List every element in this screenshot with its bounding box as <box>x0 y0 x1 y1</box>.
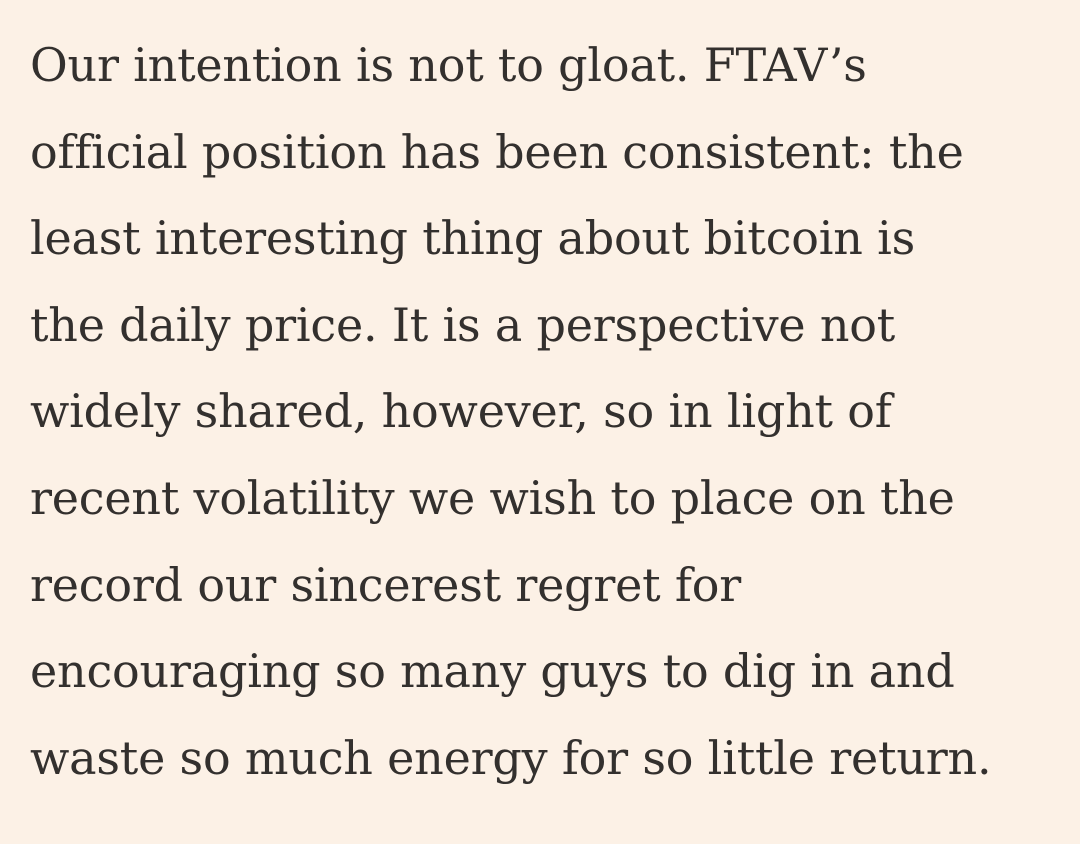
paragraph-line: Our intention is not to gloat. FTAV’s <box>30 38 867 92</box>
paragraph-line: official position has been consistent: t… <box>30 124 964 179</box>
paragraph-line: waste so much energy for so little retur… <box>30 730 992 785</box>
paragraph-line: encouraging so many guys to dig in and <box>30 644 955 699</box>
paragraph-line: recent volatility we wish to place on th… <box>30 470 955 525</box>
paragraph-line: least interesting thing about bitcoin is <box>30 211 916 266</box>
paragraph-line: widely shared, however, so in light of <box>30 384 892 439</box>
article-paragraph: Our intention is not to gloat. FTAV’s of… <box>30 22 1070 801</box>
paragraph-line: record our sincerest regret for <box>30 557 742 612</box>
paragraph-line: the daily price. It is a perspective not <box>30 297 896 352</box>
